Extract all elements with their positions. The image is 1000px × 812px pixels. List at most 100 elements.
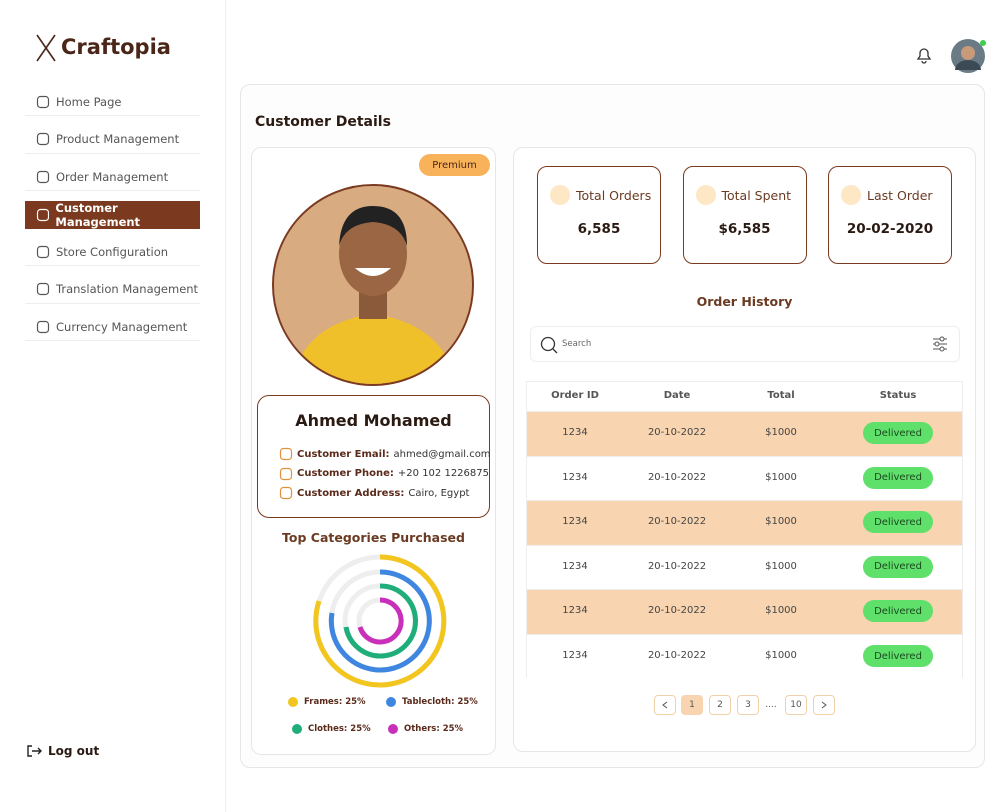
table-cell: 20-10-2022 bbox=[647, 650, 707, 661]
page-button[interactable]: 3 bbox=[737, 695, 759, 715]
nav-label: Translation Management bbox=[56, 282, 199, 296]
legend-item: Frames: 25% bbox=[288, 697, 366, 707]
field-value: +20 102 1226875 bbox=[397, 468, 489, 479]
logout-icon bbox=[27, 745, 42, 757]
legend-label: Tablecloth: 25% bbox=[402, 697, 478, 707]
column-header: Total bbox=[767, 390, 795, 401]
table-cell: 1234 bbox=[562, 471, 588, 483]
legend-label: Frames: 25% bbox=[304, 697, 366, 707]
customer-field: Customer Address: Cairo, Egypt bbox=[279, 486, 469, 500]
status-pill: Delivered bbox=[863, 511, 933, 534]
icon bbox=[36, 95, 50, 108]
legend-item: Tablecloth: 25% bbox=[386, 697, 478, 707]
legend-label: Others: 25% bbox=[404, 724, 464, 734]
bell-icon[interactable] bbox=[914, 45, 934, 65]
stat-card: Last Order 20-02-2020 bbox=[828, 166, 952, 264]
icon bbox=[36, 208, 50, 221]
customer-field: Customer Phone: +20 102 1226875 bbox=[279, 467, 489, 481]
nav-item[interactable]: Translation Management bbox=[25, 276, 200, 304]
legend-dot bbox=[292, 724, 302, 734]
icon bbox=[36, 132, 50, 146]
legend-item: Clothes: 25% bbox=[292, 724, 371, 734]
field-label: Customer Email: bbox=[297, 448, 390, 460]
search-box[interactable] bbox=[530, 326, 960, 362]
status-pill: Delivered bbox=[863, 645, 933, 667]
status-pill: Delivered bbox=[863, 555, 933, 578]
icon bbox=[36, 282, 50, 296]
table-cell: 1234 bbox=[562, 516, 588, 528]
table-cell: 20-10-2022 bbox=[647, 516, 707, 528]
badge: Premium bbox=[419, 154, 490, 176]
table-cell: $1000 bbox=[765, 560, 797, 572]
legend-label: Clothes: 25% bbox=[308, 724, 371, 734]
table-cell: $1000 bbox=[765, 427, 797, 438]
status-pill: Delivered bbox=[863, 422, 933, 444]
legend-item: Others: 25% bbox=[388, 724, 463, 734]
chevron bbox=[821, 701, 827, 709]
status-pill: Delivered bbox=[863, 466, 933, 489]
page-button: .... bbox=[765, 700, 777, 710]
nav-item[interactable]: Store Configuration bbox=[25, 238, 200, 266]
nav-item[interactable]: Product Management bbox=[25, 126, 200, 154]
table-cell: 20-10-2022 bbox=[647, 471, 707, 483]
icon bbox=[279, 447, 293, 461]
stat-label: Last Order bbox=[841, 185, 933, 205]
nav-label: Order Management bbox=[56, 169, 169, 184]
stat-icon bbox=[841, 185, 861, 205]
prev-page[interactable] bbox=[654, 695, 676, 715]
column-header: Status bbox=[879, 390, 917, 401]
table-cell: $1000 bbox=[765, 516, 797, 528]
page-button[interactable]: 1 bbox=[681, 695, 703, 715]
stat-icon bbox=[695, 185, 716, 205]
nav-label: Home Page bbox=[56, 94, 122, 109]
logout[interactable]: Log out bbox=[26, 744, 99, 758]
page-button[interactable]: 2 bbox=[709, 695, 731, 715]
stat-value: 6,585 bbox=[577, 221, 621, 237]
stat-label: Total Spent bbox=[695, 185, 791, 205]
stat-card: Total Spent $6,585 bbox=[682, 166, 807, 264]
icon bbox=[36, 320, 50, 333]
search-icon bbox=[540, 336, 558, 354]
sidebar: Craftopia Home Page Product Management Ord… bbox=[0, 0, 226, 812]
page-button[interactable]: 10 bbox=[785, 695, 807, 715]
stat-label: Total Orders bbox=[550, 185, 651, 205]
stat-card: Total Orders 6,585 bbox=[537, 166, 661, 264]
info-box bbox=[257, 395, 490, 518]
nav-label: Currency Management bbox=[56, 319, 188, 334]
icon bbox=[36, 170, 50, 183]
table-cell: $1000 bbox=[765, 471, 797, 483]
nav-item[interactable]: Home Page bbox=[25, 88, 200, 116]
stat-label-text: Total Orders bbox=[576, 187, 652, 203]
nav-label: Store Configuration bbox=[56, 244, 169, 259]
logo-icon bbox=[36, 34, 56, 62]
nav-label: Product Management bbox=[56, 132, 180, 146]
table-cell: 20-10-2022 bbox=[647, 605, 707, 617]
table-cell: 1234 bbox=[562, 650, 588, 661]
table-cell: 1234 bbox=[562, 560, 588, 572]
legend-dot bbox=[388, 724, 398, 734]
profile-photo bbox=[272, 184, 474, 386]
table-cell: 20-10-2022 bbox=[647, 560, 707, 572]
customer-name: Ahmed Mohamed bbox=[295, 411, 452, 430]
icon bbox=[279, 486, 293, 500]
stat-icon bbox=[550, 185, 570, 205]
user-avatar[interactable] bbox=[950, 38, 988, 76]
nav-item[interactable]: Currency Management bbox=[25, 313, 200, 341]
logout-label: Log out bbox=[48, 744, 100, 758]
stat-value: 20-02-2020 bbox=[846, 221, 934, 237]
brand: Craftopia bbox=[61, 35, 171, 59]
orders-title: Order History bbox=[696, 294, 793, 309]
nav-item[interactable]: Customer Management bbox=[25, 200, 200, 229]
filter-icon[interactable] bbox=[932, 336, 948, 352]
table-cell: 20-10-2022 bbox=[647, 427, 707, 438]
table-cell: $1000 bbox=[765, 650, 797, 661]
table-cell: 1234 bbox=[562, 605, 588, 617]
nav-item[interactable]: Order Management bbox=[25, 163, 200, 191]
category-rings bbox=[313, 554, 447, 688]
next-page[interactable] bbox=[813, 695, 835, 715]
column-header: Order ID bbox=[551, 390, 599, 401]
page-title: Customer Details bbox=[255, 114, 391, 130]
nav-label: Customer Management bbox=[55, 200, 141, 229]
chevron bbox=[662, 701, 668, 709]
